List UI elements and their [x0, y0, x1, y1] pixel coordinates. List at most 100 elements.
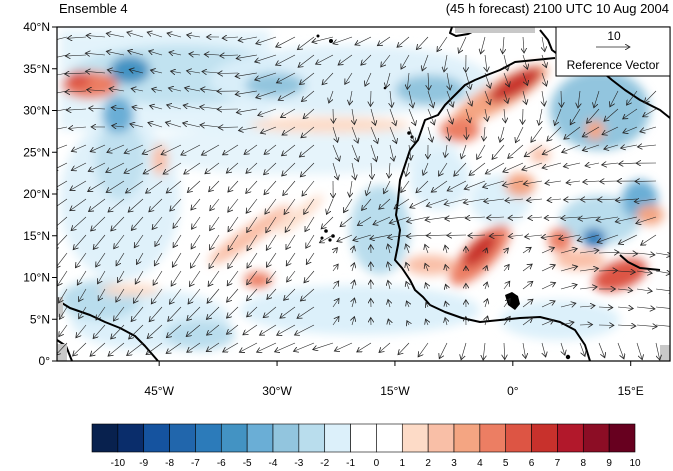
- wind-vector: [333, 248, 337, 253]
- wind-vector: [276, 72, 296, 83]
- wind-vector: [388, 262, 390, 272]
- wind-vector: [394, 198, 410, 209]
- wind-vector: [129, 324, 144, 339]
- wind-vector: [295, 324, 315, 335]
- wind-vector: [284, 198, 296, 214]
- wind-vector: [582, 126, 600, 137]
- wind-vector: [445, 301, 447, 308]
- wind-vector: [227, 306, 239, 318]
- wind-vector: [541, 283, 556, 290]
- wind-vector: [352, 108, 355, 125]
- wind-vector: [65, 73, 87, 74]
- wind-vector: [485, 54, 487, 72]
- wind-vector: [286, 252, 296, 266]
- colorbar-label: -5: [243, 458, 252, 469]
- wind-vector: [522, 54, 527, 69]
- wind-vector: [615, 216, 638, 222]
- wind-vector: [388, 280, 390, 290]
- wind-vector: [559, 234, 581, 239]
- wind-vector: [235, 90, 258, 95]
- wind-vector: [287, 270, 296, 282]
- wind-vector: [150, 70, 163, 73]
- colorbar-label: 3: [451, 458, 457, 469]
- wind-vector: [153, 270, 163, 285]
- colorbar-swatch: [91, 423, 119, 453]
- wind-vector: [244, 144, 258, 154]
- wind-vector: [598, 252, 619, 253]
- wind-vector: [522, 281, 533, 290]
- wind-vector: [425, 244, 428, 254]
- wind-vector: [70, 198, 87, 211]
- wind-vector: [389, 144, 394, 161]
- wind-vector: [350, 180, 352, 197]
- wind-vector: [465, 90, 472, 106]
- wind-vector: [351, 126, 358, 143]
- wind-vector: [388, 299, 390, 308]
- wind-vector: [463, 198, 486, 203]
- wind-vector: [389, 126, 397, 143]
- wind-vector: [503, 281, 510, 290]
- wind-vector: [483, 342, 485, 360]
- colorbar-swatch: [143, 423, 170, 453]
- wind-vector: [322, 72, 334, 85]
- wind-vector: [598, 270, 618, 271]
- wind-vector: [200, 107, 220, 109]
- wind-vector: [226, 324, 239, 334]
- wind-vector: [168, 306, 182, 321]
- wind-vector: [522, 264, 532, 272]
- wind-vector: [352, 263, 354, 272]
- wind-vector: [427, 90, 433, 108]
- wind-vector: [171, 270, 182, 286]
- wind-vector: [444, 54, 447, 72]
- wind-vector: [333, 36, 353, 44]
- colorbar-swatch: [376, 423, 403, 453]
- wind-vector: [426, 235, 448, 236]
- wind-vector: [302, 180, 315, 196]
- wind-vector: [465, 72, 471, 89]
- colorbar-swatch: [557, 423, 584, 453]
- wind-vector: [167, 105, 182, 110]
- wind-vector: [598, 199, 619, 200]
- wind-vector: [503, 72, 509, 87]
- wind-vector: [263, 306, 277, 318]
- wind-vector: [542, 342, 546, 357]
- wind-vector: [313, 342, 334, 350]
- colorbar-label: -1: [346, 458, 355, 469]
- wind-vector: [422, 54, 429, 71]
- wind-vector: [338, 54, 353, 65]
- wind-vector: [282, 144, 296, 156]
- colorbar-swatch: [324, 423, 351, 453]
- wind-vector: [408, 126, 415, 143]
- wind-vector: [201, 144, 220, 155]
- wind-vector: [431, 180, 448, 192]
- colorbar-swatch: [479, 423, 507, 453]
- wind-vector: [167, 33, 182, 37]
- wind-vector: [96, 252, 106, 267]
- wind-vector: [152, 89, 163, 91]
- x-tick-label: 15°W: [380, 384, 410, 398]
- wind-vector: [427, 108, 434, 125]
- wind-vector: [130, 124, 144, 127]
- wind-vector: [59, 288, 68, 303]
- colorbar-swatch: [531, 423, 558, 453]
- wind-vector: [266, 252, 277, 267]
- wind-vector: [461, 342, 467, 360]
- wind-vector: [227, 270, 239, 286]
- wind-vector: [504, 54, 508, 71]
- wind-vector: [57, 90, 68, 94]
- wind-vector: [561, 90, 562, 107]
- wind-vector: [297, 306, 315, 318]
- wind-vector: [541, 301, 555, 308]
- wind-vector: [390, 90, 392, 107]
- wind-vector: [504, 248, 508, 253]
- wind-vector: [191, 234, 201, 249]
- wind-vector: [227, 288, 239, 302]
- wind-vector: [619, 163, 638, 164]
- x-tick-label: 0°: [507, 384, 519, 398]
- wind-vector: [492, 144, 505, 159]
- wind-vector: [357, 342, 372, 352]
- wind-vector: [505, 199, 524, 201]
- wind-vector: [579, 342, 585, 356]
- colorbar-swatch: [350, 423, 377, 453]
- wind-vector: [580, 199, 600, 200]
